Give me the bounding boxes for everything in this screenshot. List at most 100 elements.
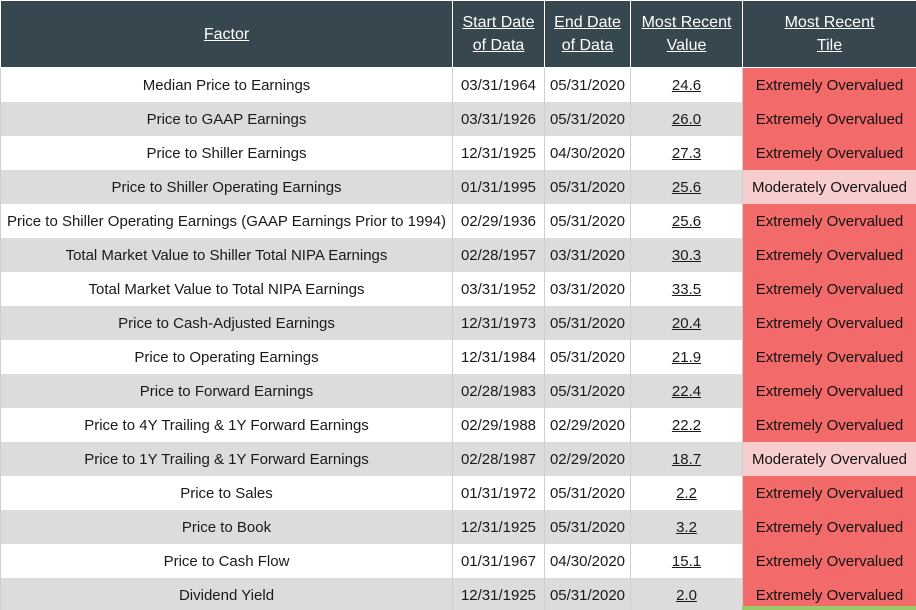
- value-link[interactable]: 33.5: [671, 280, 702, 298]
- most-recent-value-header[interactable]: Most Recent Value: [630, 0, 743, 68]
- tile-cell: Extremely Overvalued: [742, 204, 916, 238]
- table-row: Price to Shiller Operating Earnings 01/31…: [0, 170, 916, 204]
- factor-cell: Price to 1Y Trailing & 1Y Forward Earnin…: [0, 442, 453, 476]
- factor-cell: Price to Cash-Adjusted Earnings: [0, 306, 453, 340]
- tile-cell: Extremely Overvalued: [742, 136, 916, 170]
- factor-header[interactable]: Factor: [0, 0, 453, 68]
- value-link[interactable]: 20.4: [671, 314, 702, 332]
- value-cell: 20.4: [630, 306, 743, 340]
- end-date-cell: 05/31/2020: [544, 170, 631, 204]
- tile-cell: Extremely Overvalued: [742, 510, 916, 544]
- table-row: Total Market Value to Shiller Total NIPA…: [0, 238, 916, 272]
- value-link[interactable]: 3.2: [676, 518, 697, 536]
- value-cell: 18.7: [630, 442, 743, 476]
- value-link[interactable]: 18.7: [671, 450, 702, 468]
- tile-cell: Extremely Overvalued: [742, 374, 916, 408]
- start-date-cell: 01/31/1967: [452, 544, 545, 578]
- bottom-strip: [742, 606, 916, 610]
- table-row: Price to Forward Earnings 02/28/1983 05/31…: [0, 374, 916, 408]
- end-date-cell: 05/31/2020: [544, 204, 631, 238]
- end-date-cell: 05/31/2020: [544, 102, 631, 136]
- tile-cell: Extremely Overvalued: [742, 544, 916, 578]
- tile-cell: Extremely Overvalued: [742, 272, 916, 306]
- header-row: Factor Start Date of Data End Date of Data…: [0, 0, 916, 68]
- start-date-cell: 12/31/1925: [452, 136, 545, 170]
- start-date-cell: 02/29/1936: [452, 204, 545, 238]
- tile-cell: Extremely Overvalued: [742, 67, 916, 102]
- factor-cell: Price to Shiller Operating Earnings: [0, 170, 453, 204]
- value-cell: 26.0: [630, 102, 743, 136]
- table-row: Price to Cash-Adjusted Earnings 12/31/197…: [0, 306, 916, 340]
- value-cell: 15.1: [630, 544, 743, 578]
- factor-cell: Price to Shiller Earnings: [0, 136, 453, 170]
- value-link[interactable]: 27.3: [671, 144, 702, 162]
- factor-cell: Price to Sales: [0, 476, 453, 510]
- end-date-cell: 05/31/2020: [544, 510, 631, 544]
- factor-cell: Total Market Value to Shiller Total NIPA…: [0, 238, 453, 272]
- table-row: Dividend Yield 12/31/1925 05/31/2020 2.0 Ext…: [0, 578, 916, 610]
- value-link[interactable]: 25.6: [671, 178, 702, 196]
- end-date-cell: 04/30/2020: [544, 544, 631, 578]
- end-date-cell: 05/31/2020: [544, 340, 631, 374]
- value-link[interactable]: 2.0: [676, 586, 697, 604]
- value-cell: 22.4: [630, 374, 743, 408]
- value-cell: 2.2: [630, 476, 743, 510]
- start-date-cell: 03/31/1926: [452, 102, 545, 136]
- end-date-header[interactable]: End Date of Data: [544, 0, 631, 68]
- start-date-cell: 12/31/1925: [452, 578, 545, 610]
- start-date-cell: 12/31/1973: [452, 306, 545, 340]
- start-date-cell: 12/31/1984: [452, 340, 545, 374]
- start-date-cell: 01/31/1972: [452, 476, 545, 510]
- value-link[interactable]: 15.1: [671, 552, 702, 570]
- tile-cell: Extremely Overvalued: [742, 306, 916, 340]
- value-link[interactable]: 21.9: [671, 348, 702, 366]
- start-date-cell: 02/28/1957: [452, 238, 545, 272]
- table-row: Price to 4Y Trailing & 1Y Forward Earnin…: [0, 408, 916, 442]
- value-cell: 30.3: [630, 238, 743, 272]
- value-link[interactable]: 26.0: [671, 110, 702, 128]
- value-cell: 33.5: [630, 272, 743, 306]
- start-date-cell: 02/29/1988: [452, 408, 545, 442]
- end-date-cell: 02/29/2020: [544, 408, 631, 442]
- table-row: Median Price to Earnings 03/31/1964 05/31/…: [0, 67, 916, 102]
- value-cell: 27.3: [630, 136, 743, 170]
- value-link[interactable]: 2.2: [676, 484, 697, 502]
- value-cell: 3.2: [630, 510, 743, 544]
- table-row: Price to Shiller Earnings 12/31/1925 04/30…: [0, 136, 916, 170]
- factor-cell: Median Price to Earnings: [0, 67, 453, 102]
- value-cell: 24.6: [630, 67, 743, 102]
- start-date-cell: 01/31/1995: [452, 170, 545, 204]
- end-date-cell: 05/31/2020: [544, 306, 631, 340]
- table-row: Price to Shiller Operating Earnings (GAA…: [0, 204, 916, 238]
- table-row: Total Market Value to Total NIPA Earning…: [0, 272, 916, 306]
- end-date-cell: 05/31/2020: [544, 476, 631, 510]
- factor-cell: Total Market Value to Total NIPA Earning…: [0, 272, 453, 306]
- value-link[interactable]: 24.6: [671, 76, 702, 94]
- value-link[interactable]: 22.2: [671, 416, 702, 434]
- end-date-cell: 03/31/2020: [544, 272, 631, 306]
- tile-cell: Extremely Overvalued: [742, 340, 916, 374]
- value-link[interactable]: 30.3: [671, 246, 702, 264]
- value-link[interactable]: 25.6: [671, 212, 702, 230]
- value-cell: 25.6: [630, 204, 743, 238]
- factor-cell: Price to GAAP Earnings: [0, 102, 453, 136]
- start-date-header[interactable]: Start Date of Data: [452, 0, 545, 68]
- tile-cell: Extremely Overvalued: [742, 238, 916, 272]
- table-row: Price to GAAP Earnings 03/31/1926 05/31/20…: [0, 102, 916, 136]
- value-cell: 21.9: [630, 340, 743, 374]
- value-cell: 25.6: [630, 170, 743, 204]
- factor-cell: Dividend Yield: [0, 578, 453, 610]
- factor-cell: Price to Cash Flow: [0, 544, 453, 578]
- most-recent-tile-header[interactable]: Most Recent Tile: [742, 0, 916, 68]
- table-row: Price to Cash Flow 01/31/1967 04/30/2020 15…: [0, 544, 916, 578]
- start-date-cell: 03/31/1952: [452, 272, 545, 306]
- table-row: Price to Operating Earnings 12/31/1984 05/…: [0, 340, 916, 374]
- tile-cell: Moderately Overvalued: [742, 170, 916, 204]
- tile-cell: Moderately Overvalued: [742, 442, 916, 476]
- table-row: Price to Book 12/31/1925 05/31/2020 3.2 Extr…: [0, 510, 916, 544]
- factor-cell: Price to 4Y Trailing & 1Y Forward Earnin…: [0, 408, 453, 442]
- value-cell: 22.2: [630, 408, 743, 442]
- value-link[interactable]: 22.4: [671, 382, 702, 400]
